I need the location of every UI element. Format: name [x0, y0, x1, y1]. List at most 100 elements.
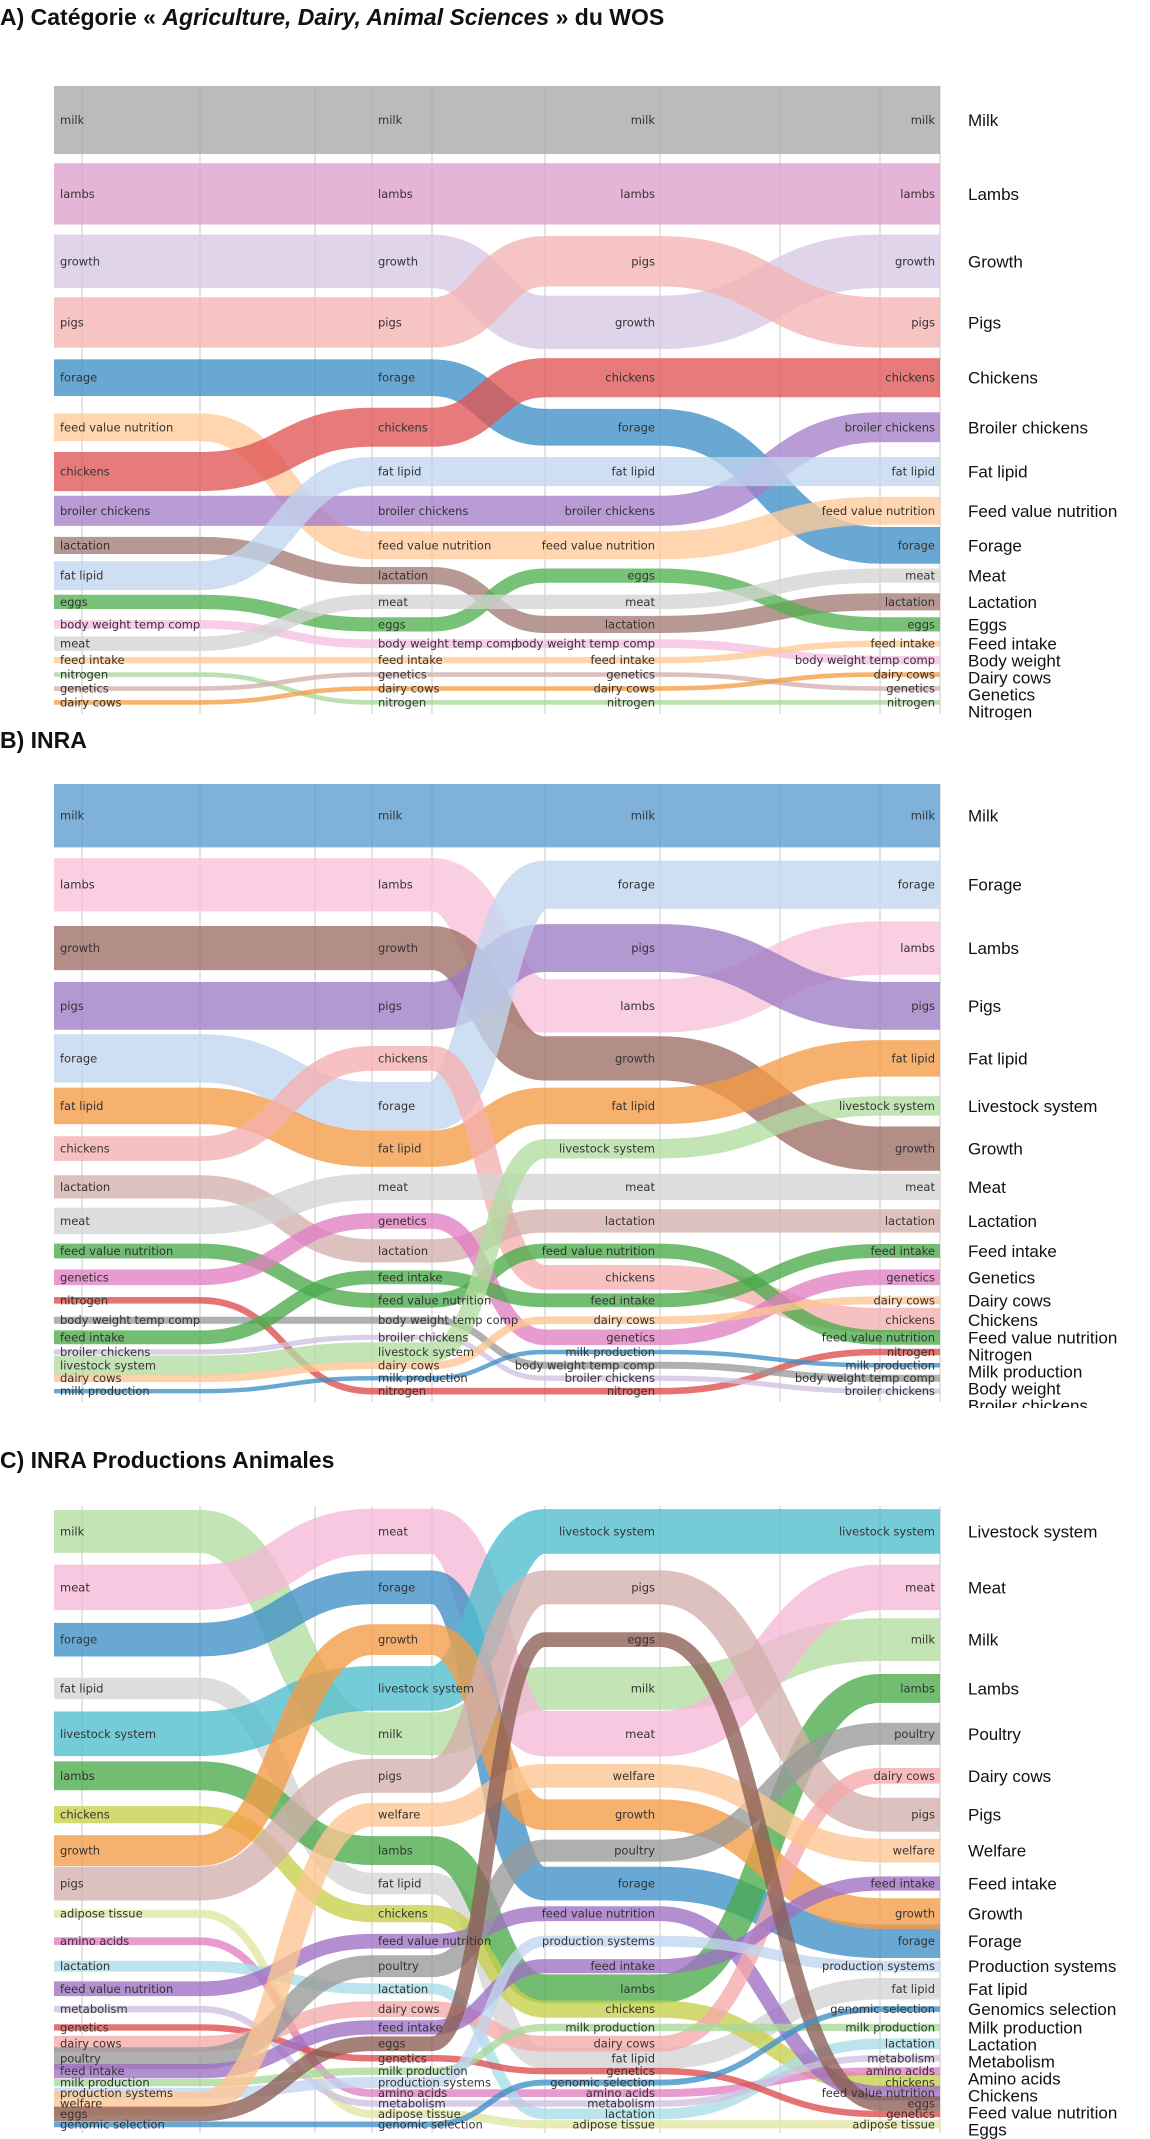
node-label: lambs — [900, 187, 935, 201]
node-label: forage — [898, 1934, 935, 1948]
right-label: Milk — [968, 807, 999, 826]
node-label: growth — [615, 1808, 655, 1822]
right-label: Lactation — [968, 1212, 1037, 1231]
node-label: adipose tissue — [852, 2117, 935, 2131]
panel-a-title-prefix: A) Catégorie « — [0, 4, 163, 30]
node-label: broiler chickens — [378, 504, 468, 518]
node-label: feed intake — [870, 637, 935, 651]
right-label: Livestock system — [968, 1522, 1097, 1541]
right-label: Fat lipid — [968, 1049, 1028, 1068]
node-label: milk — [378, 809, 403, 823]
node-label: genetics — [606, 1330, 655, 1344]
node-label: welfare — [613, 1769, 655, 1783]
node-label: lactation — [60, 1959, 110, 1973]
node-label: dairy cows — [874, 1293, 936, 1307]
node-label: feed intake — [60, 2064, 125, 2078]
right-label: Fat lipid — [968, 463, 1028, 482]
node-label: growth — [615, 1051, 655, 1065]
node-label: growth — [895, 1907, 935, 1921]
node-label: milk production — [60, 1384, 150, 1398]
panel-a-title-suffix: » du WOS — [549, 4, 665, 30]
node-label: meat — [625, 1180, 655, 1194]
right-label: Pigs — [968, 1806, 1001, 1825]
node-label: lactation — [605, 617, 655, 631]
node-label: pigs — [60, 1877, 84, 1891]
node-label: broiler chickens — [60, 1345, 150, 1359]
node-label: chickens — [60, 465, 110, 479]
node-label: genomic selection — [550, 2076, 655, 2090]
ribbon-pigs — [54, 236, 940, 348]
node-label: pigs — [911, 315, 935, 329]
node-label: production systems — [60, 2086, 173, 2100]
right-label: Chickens — [968, 369, 1038, 388]
node-label: feed value nutrition — [822, 2086, 935, 2100]
node-label: chickens — [605, 1270, 655, 1284]
node-label: lambs — [900, 941, 935, 955]
node-label: lactation — [885, 1214, 935, 1228]
right-label: Feed value nutrition — [968, 502, 1117, 521]
node-label: forage — [898, 538, 935, 552]
node-label: chickens — [60, 1142, 110, 1156]
node-label: growth — [60, 254, 100, 268]
node-label: milk — [378, 1727, 403, 1741]
node-label: meat — [378, 1180, 408, 1194]
panel-a-title: A) Catégorie « Agriculture, Dairy, Anima… — [0, 4, 664, 31]
node-label: pigs — [911, 1808, 935, 1822]
node-label: lambs — [620, 999, 655, 1013]
node-label: eggs — [60, 2107, 88, 2121]
node-label: welfare — [893, 1844, 935, 1858]
node-label: genetics — [886, 1270, 935, 1284]
ribbon-body-weight-temp-comp — [54, 1316, 940, 1382]
node-label: amino acids — [866, 2064, 935, 2078]
node-label: chickens — [60, 1808, 110, 1822]
node-label: chickens — [605, 2002, 655, 2016]
node-label: amino acids — [60, 1934, 129, 1948]
panel-b-chart: milk lambs growth pigs forage fat lipid chicke… — [54, 784, 1117, 1408]
node-label: broiler chickens — [60, 504, 150, 518]
node-label: dairy cows — [378, 682, 440, 696]
node-label: fat lipid — [60, 1099, 103, 1113]
node-label: dairy cows — [874, 1769, 936, 1783]
node-label: welfare — [60, 2097, 102, 2111]
node-label: nitrogen — [378, 695, 426, 709]
node-label: forage — [378, 1099, 415, 1113]
node-label: forage — [618, 1877, 655, 1891]
node-label: body weight temp comp — [60, 1313, 200, 1327]
node-label: feed value nutrition — [822, 1330, 935, 1344]
right-label: Broiler chickens — [968, 418, 1088, 437]
node-label: pigs — [911, 999, 935, 1013]
node-label: feed intake — [590, 653, 655, 667]
node-label: fat lipid — [378, 1142, 421, 1156]
node-label: body weight temp comp — [795, 1371, 935, 1385]
right-label: Lambs — [968, 939, 1019, 958]
node-label: lambs — [60, 187, 95, 201]
node-label: livestock system — [60, 1358, 156, 1372]
node-label: feed value nutrition — [60, 420, 173, 434]
node-label: fat lipid — [892, 1051, 935, 1065]
node-label: body weight temp comp — [515, 637, 655, 651]
ribbon-genomic-selection — [54, 2006, 940, 2128]
node-label: genetics — [60, 682, 109, 696]
node-label: production systems — [822, 1959, 935, 1973]
panel-c-title: C) INRA Productions Animales — [0, 1447, 335, 1473]
node-label: lactation — [885, 2037, 935, 2051]
ribbon-fat-lipid — [54, 1040, 940, 1167]
node-label: milk — [631, 113, 656, 127]
node-label: genetics — [886, 682, 935, 696]
node-label: chickens — [378, 1907, 428, 1921]
node-label: feed intake — [870, 1244, 935, 1258]
node-label: fat lipid — [60, 569, 103, 583]
ribbons — [54, 1508, 940, 2129]
ribbon-eggs — [54, 568, 940, 632]
node-label: chickens — [378, 1051, 428, 1065]
node-label: amino acids — [586, 2086, 655, 2100]
node-label: milk — [911, 113, 936, 127]
node-label: body weight temp comp — [795, 653, 935, 667]
node-label: genetics — [60, 1270, 109, 1284]
node-label: broiler chickens — [845, 420, 935, 434]
right-label: Pigs — [968, 313, 1001, 332]
node-label: broiler chickens — [845, 1384, 935, 1398]
right-label: Eggs — [968, 2120, 1007, 2139]
node-label: milk production — [60, 2076, 150, 2090]
node-label: forage — [60, 1633, 97, 1647]
